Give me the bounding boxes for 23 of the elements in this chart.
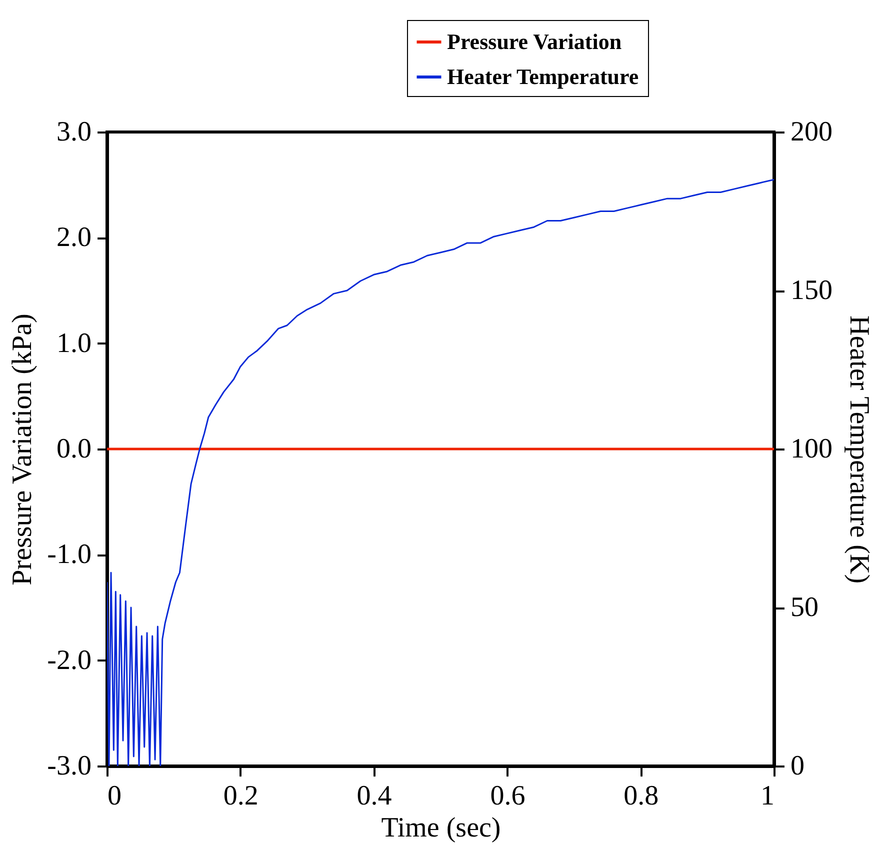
legend-label: Pressure Variation xyxy=(447,29,622,54)
x-tick-label: 1 xyxy=(760,780,774,812)
y-tick-label: 0.0 xyxy=(56,434,92,464)
y-tick-label: -2.0 xyxy=(47,644,92,676)
x-tick-label: 0.4 xyxy=(356,780,392,812)
y2-tick-label: 0 xyxy=(790,750,804,782)
y-tick-label: 1.0 xyxy=(56,328,92,359)
y-axis-title: Pressure Variation (kPa) xyxy=(7,314,38,586)
y2-axis-title: Heater Temperature (K) xyxy=(844,315,874,584)
x-tick-label: 0 xyxy=(108,780,122,812)
y-tick-label: -1.0 xyxy=(47,539,92,570)
y2-tick-label: 50 xyxy=(790,592,818,623)
legend-label: Heater Temperature xyxy=(447,64,639,89)
x-tick-label: 0.8 xyxy=(624,780,659,812)
x-axis-title: Time (sec) xyxy=(381,812,501,844)
y-tick-label: -3.0 xyxy=(47,750,92,782)
y2-tick-label: 150 xyxy=(790,275,832,306)
x-tick-label: 0.2 xyxy=(223,780,258,812)
x-tick-label: 0.6 xyxy=(490,780,526,812)
y-tick-label: 3.0 xyxy=(56,116,92,148)
y2-tick-label: 100 xyxy=(790,434,832,464)
y-tick-label: 2.0 xyxy=(56,222,92,254)
y2-tick-label: 200 xyxy=(790,116,832,148)
